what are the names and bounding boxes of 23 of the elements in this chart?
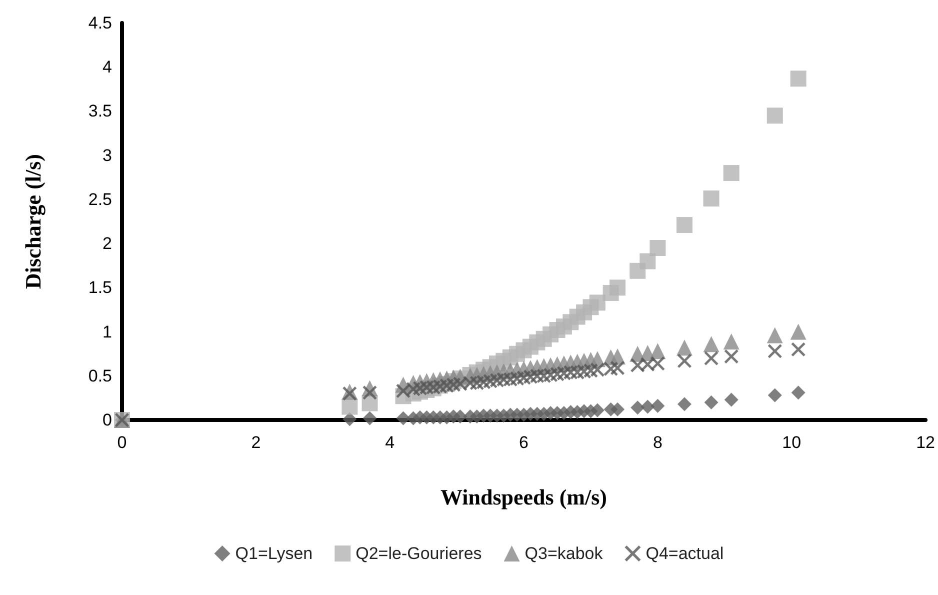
y-tick-label: 3 [102, 146, 112, 165]
y-tick-label: 1 [102, 322, 112, 342]
y-tick-label: 1.5 [88, 278, 112, 298]
x-tick-label: 4 [385, 433, 395, 452]
legend-label: Q2=le-Gourieres [356, 544, 482, 563]
y-tick-label: 2 [102, 234, 112, 254]
legend-label: Q1=Lysen [235, 544, 313, 563]
y-tick-label: 0 [102, 410, 112, 430]
x-tick-label: 6 [519, 433, 529, 452]
legend-label: Q3=kabok [524, 544, 604, 563]
x-tick-label: 8 [652, 433, 662, 452]
x-tick-label: 10 [782, 433, 802, 452]
x-axis-title: Windspeeds (m/s) [440, 484, 608, 510]
y-tick-label: 3.5 [88, 102, 112, 121]
y-axis-title: Discharge (l/s) [20, 154, 46, 290]
x-tick-label: 12 [916, 433, 936, 452]
y-tick-label: 2.5 [88, 190, 112, 209]
x-tick-label: 0 [117, 433, 127, 452]
y-tick-label: 4 [102, 58, 112, 77]
y-tick-label: 0.5 [88, 366, 112, 386]
legend-label: Q4=actual [646, 544, 724, 563]
y-tick-label: 4.5 [88, 14, 112, 32]
x-tick-label: 2 [251, 433, 261, 452]
